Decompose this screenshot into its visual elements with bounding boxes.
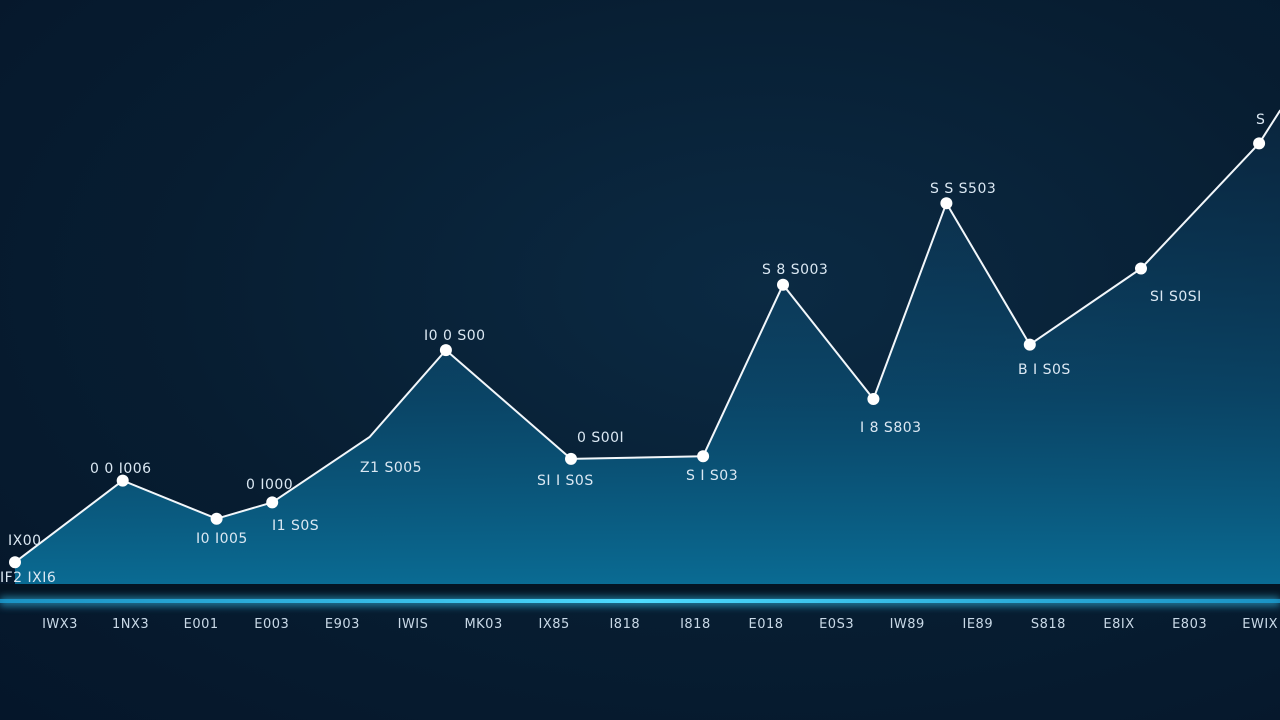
point-label: 0 I000 [246, 477, 293, 493]
data-points [9, 137, 1266, 569]
data-point [777, 278, 789, 291]
x-tick-label: E018 [748, 617, 783, 632]
data-point [867, 393, 880, 405]
point-label: IX00 [8, 533, 42, 549]
data-point [266, 496, 279, 509]
x-tick-label: IW89 [890, 617, 925, 632]
point-label: I1 S0S [272, 518, 319, 534]
data-point [210, 512, 223, 525]
point-label: I0 0 S00 [424, 328, 486, 344]
x-tick-label: 1NX3 [112, 617, 149, 632]
point-label: S I S03 [686, 468, 738, 484]
data-point [1135, 262, 1147, 275]
x-axis-ticks: IWX3 1NX3 E001 E003 E903 IWIS MK03 IX85 I818 I818… [42, 617, 1278, 632]
data-point [1023, 338, 1036, 351]
x-tick-label: MK03 [464, 617, 502, 632]
x-tick-label: IE89 [963, 617, 994, 632]
x-tick-label: I818 [680, 617, 711, 632]
point-label: SI I S0S [537, 473, 594, 489]
x-tick-label: IX85 [539, 617, 570, 632]
point-label: I 8 S803 [860, 420, 922, 436]
baseline-glow-line [0, 599, 1280, 603]
x-tick-label: S818 [1031, 617, 1066, 632]
point-label: 0 S00I [577, 430, 624, 446]
point-labels: IX00 IF2 IXI6 0 0 I006 I0 I005 0 I000 I1 S0S Z… [0, 112, 1265, 586]
point-label: IF2 IXI6 [0, 570, 56, 586]
x-tick-label: E003 [254, 617, 289, 632]
x-tick-label: E001 [184, 617, 219, 632]
baseline-band [0, 584, 1280, 598]
point-label: 0 0 I006 [90, 461, 152, 477]
point-label: Z1 S005 [360, 460, 422, 476]
x-tick-label: E803 [1172, 617, 1207, 632]
point-label: S S S503 [930, 181, 996, 197]
x-tick-label: E8IX [1103, 617, 1134, 632]
data-point [1253, 137, 1266, 150]
data-point [439, 344, 452, 357]
x-tick-label: EWIX [1242, 617, 1278, 632]
point-label: S [1256, 112, 1265, 128]
area-fill [15, 110, 1280, 584]
point-label: B I S0S [1018, 362, 1071, 378]
data-point [9, 556, 21, 569]
data-point [940, 197, 953, 210]
data-point [116, 474, 129, 487]
x-tick-label: I818 [609, 617, 640, 632]
x-tick-label: E903 [325, 617, 360, 632]
point-label: S 8 S003 [762, 262, 828, 278]
x-tick-label: IWX3 [42, 617, 78, 632]
point-label: SI S0SI [1150, 289, 1202, 305]
data-point [697, 450, 710, 463]
x-tick-label: E0S3 [819, 617, 854, 632]
point-label: I0 I005 [196, 531, 248, 547]
data-point [565, 452, 577, 465]
x-tick-label: IWIS [398, 617, 429, 632]
